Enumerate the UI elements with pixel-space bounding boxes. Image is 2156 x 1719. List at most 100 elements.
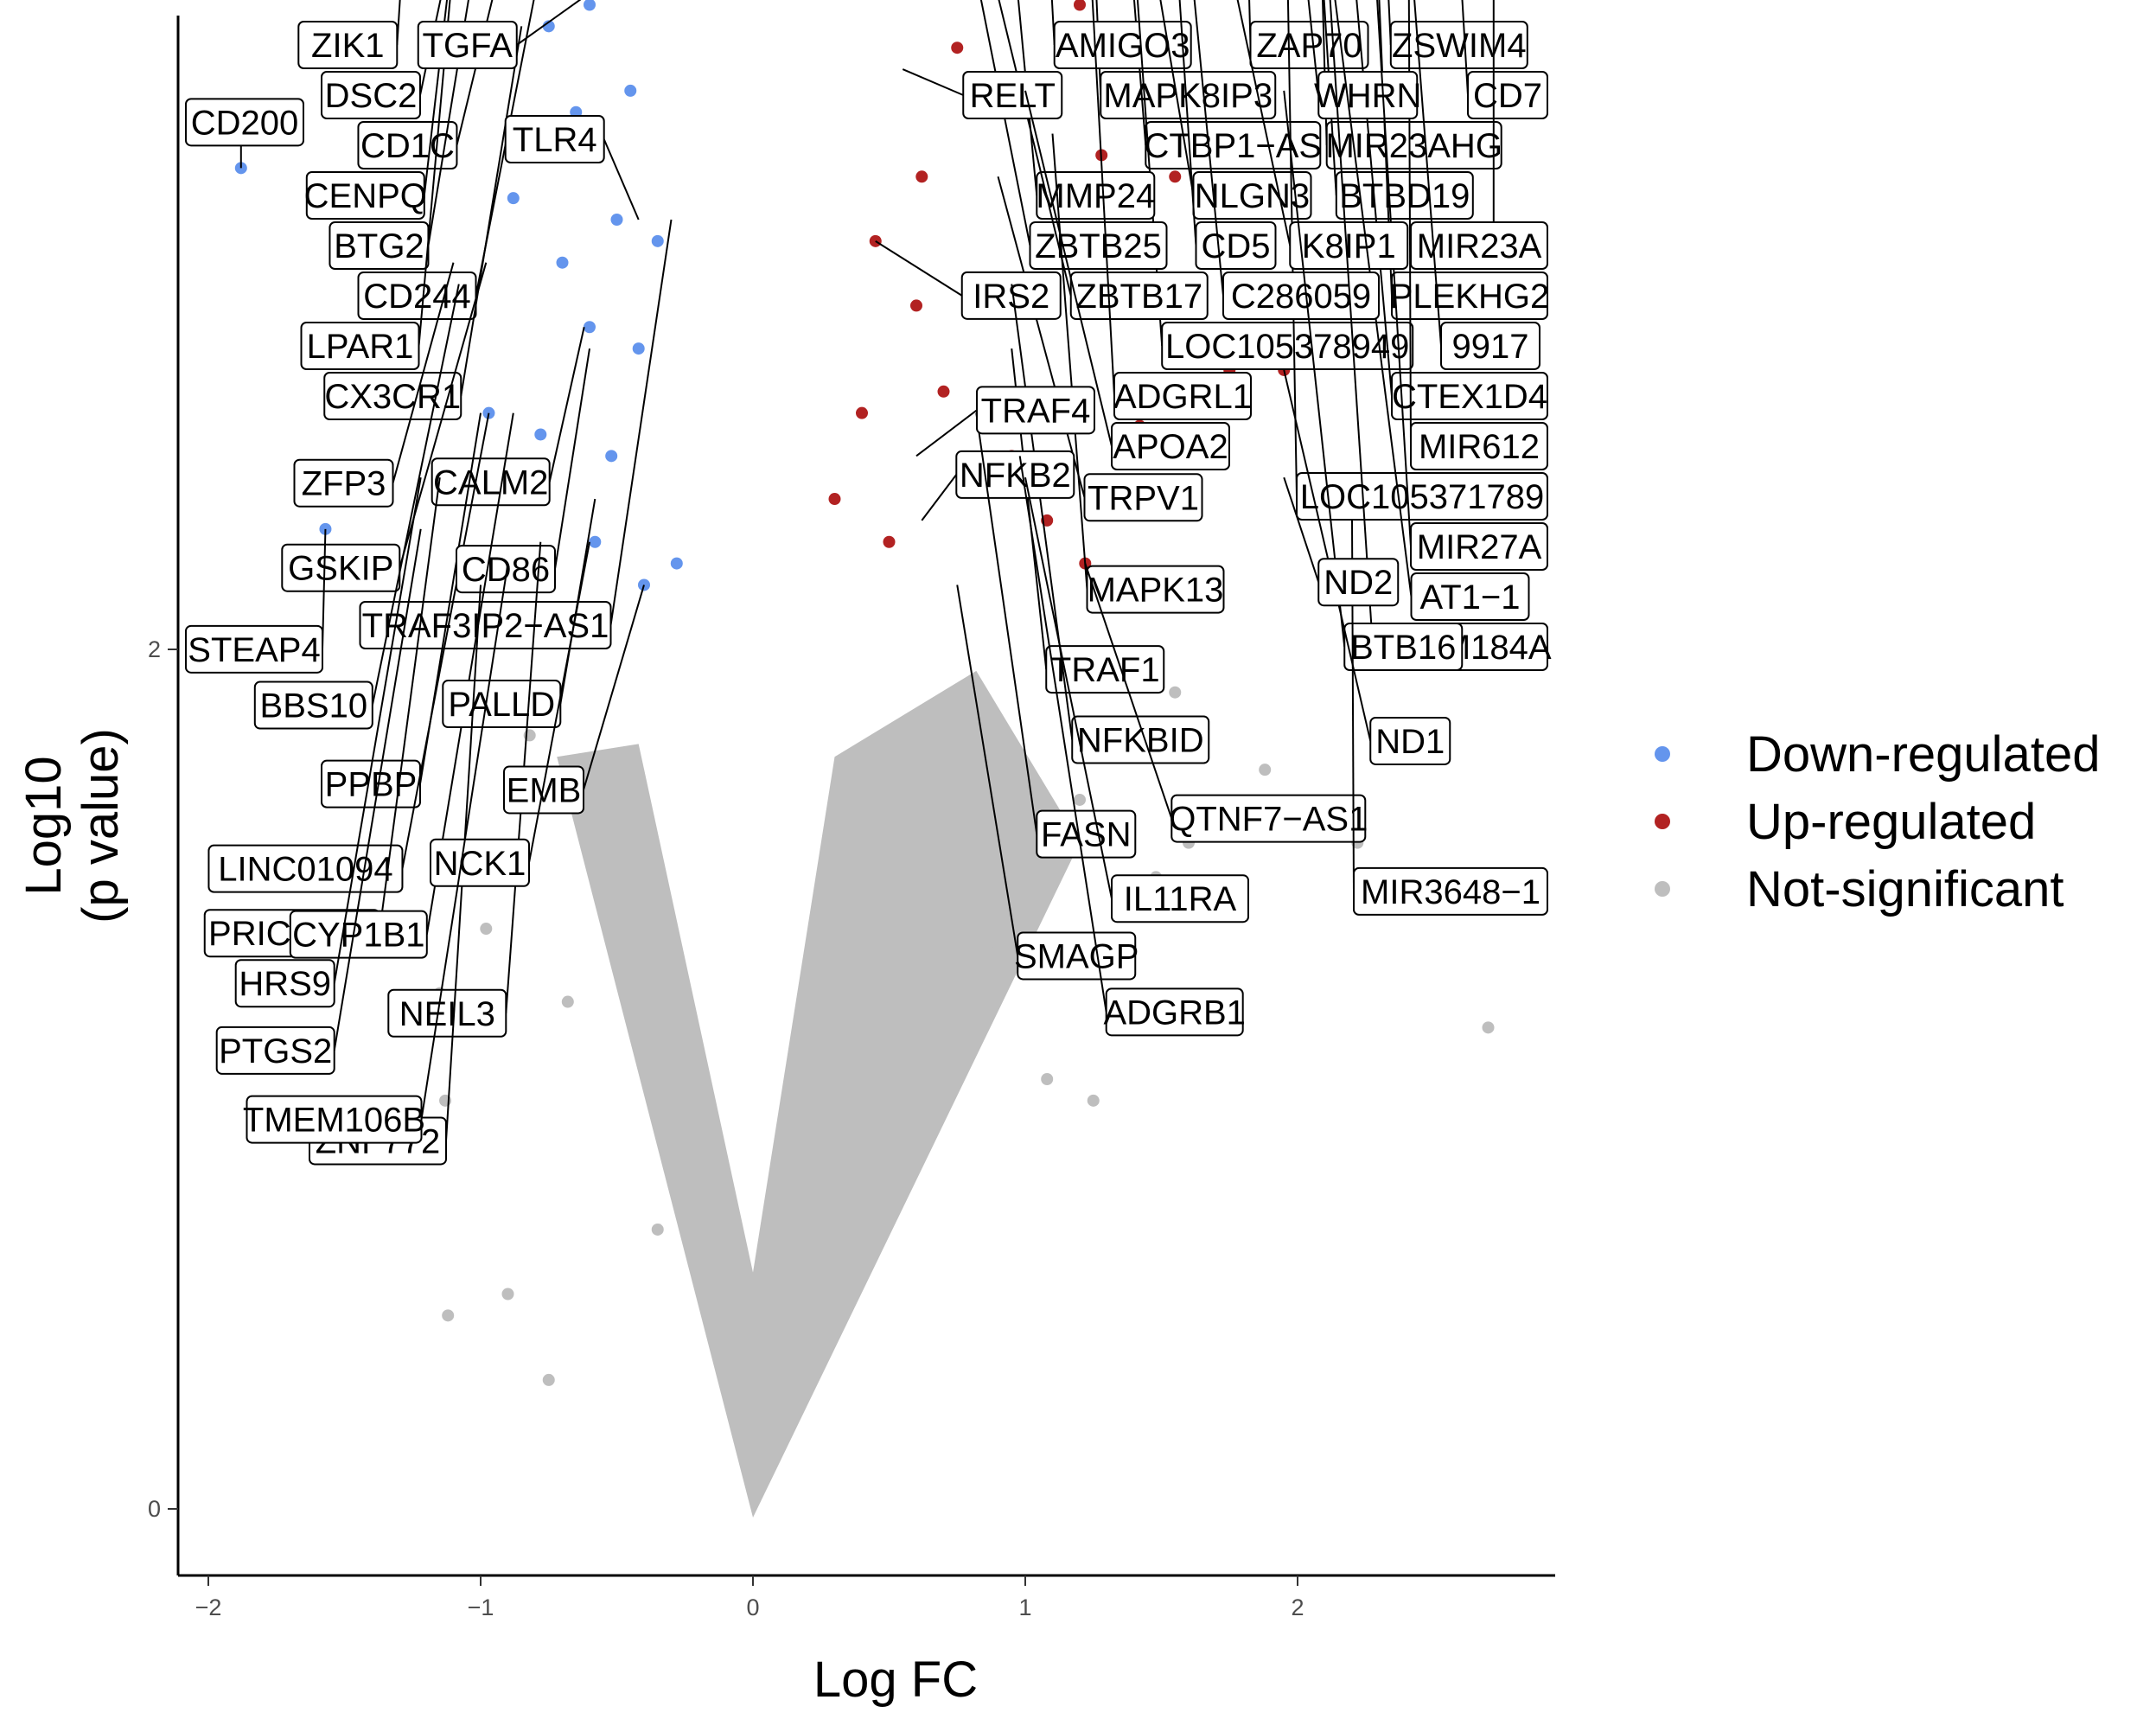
ns-point xyxy=(970,772,983,785)
label-box xyxy=(1222,272,1380,320)
gene-label: GSKIP xyxy=(281,262,488,592)
ns-point xyxy=(1024,823,1037,836)
label-leader-line xyxy=(1011,284,1074,740)
label-text: ADGRB1 xyxy=(1103,994,1246,1032)
label-text: MIR612 xyxy=(1419,428,1540,466)
gene-label: TGFA xyxy=(417,0,582,69)
label-text: C286059 xyxy=(1231,278,1371,316)
ns-point xyxy=(992,943,1005,956)
gene-label: CD5 xyxy=(1178,0,1277,270)
gene-label: 9917 xyxy=(1413,0,1540,370)
gene-label: ND2 xyxy=(1283,476,1400,607)
gene-label: STEAP4 xyxy=(185,528,327,674)
label-box xyxy=(431,457,551,507)
label-box xyxy=(253,681,373,730)
gene-label: CENPQ xyxy=(304,0,449,220)
label-box xyxy=(215,1026,335,1075)
label-box xyxy=(955,450,1075,499)
ns-point xyxy=(1087,1094,1100,1107)
gene-label: CD200 xyxy=(185,98,304,169)
ns-point xyxy=(501,1288,514,1300)
label-leader-line xyxy=(528,541,590,863)
label-leader-line xyxy=(1286,0,1298,497)
x-tick-label: 0 xyxy=(746,1594,759,1620)
label-leader-line xyxy=(1050,0,1056,46)
label-leader-line xyxy=(1178,0,1197,246)
label-text: ADGRL1 xyxy=(1113,378,1252,416)
gene-label: MIR612 xyxy=(1407,0,1548,470)
label-text: TMEM106B xyxy=(243,1102,425,1140)
label-text: ZSWIM4 xyxy=(1392,27,1527,65)
label-box xyxy=(456,545,556,594)
gene-label: DSC2 xyxy=(321,0,442,119)
label-box xyxy=(1017,931,1137,981)
gene-label: FASN xyxy=(975,412,1137,859)
x-axis-title: Log FC xyxy=(813,1652,978,1708)
up-point xyxy=(910,299,922,312)
label-text: PLEKHG2 xyxy=(1390,278,1550,316)
gene-label: ND1 xyxy=(1283,369,1451,765)
label-leader-line xyxy=(603,138,640,220)
not-significant-density xyxy=(557,670,1080,1518)
label-leader-line xyxy=(1378,0,1393,297)
label-leader-line xyxy=(1159,0,1195,196)
gene-label: ADGRL1 xyxy=(1091,0,1252,420)
label-text: TRAF4 xyxy=(981,392,1091,430)
label-box xyxy=(1083,473,1203,522)
axes xyxy=(176,16,1555,1577)
down-point xyxy=(605,450,618,463)
gene-label: TLR4 xyxy=(504,115,640,220)
label-box xyxy=(185,98,304,147)
label-text: NEIL3 xyxy=(399,995,495,1033)
down-legend-key xyxy=(1655,746,1670,762)
gene-label: NFKB2 xyxy=(921,450,1075,521)
y-axis-title: Log10 (p value) xyxy=(16,728,129,923)
label-text: ZFP3 xyxy=(302,465,386,503)
gene-label: BTB16 xyxy=(1283,90,1464,671)
label-text: GSKIP xyxy=(288,550,393,588)
label-text: MIR23A xyxy=(1417,227,1542,265)
ns-point xyxy=(951,987,964,1000)
ns-point xyxy=(1074,793,1086,806)
label-box xyxy=(504,115,605,163)
gene-label: MIR27A xyxy=(1376,0,1548,571)
gene-label: EMB xyxy=(503,585,645,815)
label-leader-line xyxy=(1323,0,1337,196)
up-point xyxy=(1074,0,1086,11)
up-point xyxy=(828,493,841,506)
label-text: CTEX1D4 xyxy=(1392,378,1547,416)
label-box xyxy=(1053,21,1192,69)
label-text: WHRN xyxy=(1314,77,1421,115)
label-leader-line xyxy=(1329,0,1374,648)
gene-label: NEIL3 xyxy=(387,541,542,1038)
label-box xyxy=(960,271,1062,320)
label-text: ND2 xyxy=(1324,564,1393,602)
label-text: FASN xyxy=(1041,816,1131,854)
label-box xyxy=(1111,422,1230,470)
label-leader-line xyxy=(333,477,422,984)
y-ticks: 0246 xyxy=(148,636,178,1522)
ns-point xyxy=(442,1309,455,1322)
label-text: IL11RA xyxy=(1124,880,1237,918)
gene-label: IL11RA xyxy=(1024,476,1249,923)
label-leader-line xyxy=(420,563,509,1120)
label-text: HRS9 xyxy=(239,965,331,1003)
label-text: CD1C xyxy=(360,127,455,165)
up-point xyxy=(937,385,950,398)
label-text: CENPQ xyxy=(304,177,427,215)
label-leader-line xyxy=(1193,0,1224,297)
down-point xyxy=(534,428,547,441)
gene-label: ADGRB1 xyxy=(1018,456,1246,1037)
label-box xyxy=(976,386,1095,435)
label-box xyxy=(281,543,401,592)
up-point xyxy=(856,406,868,419)
label-box xyxy=(1113,372,1252,420)
label-box xyxy=(1036,809,1137,859)
label-text: CD200 xyxy=(191,104,299,142)
label-leader-line xyxy=(1283,476,1320,583)
label-box xyxy=(1410,572,1530,621)
label-leader-line xyxy=(554,348,590,570)
down-point xyxy=(507,192,520,205)
y-axis-title-line2: (p value) xyxy=(73,728,129,923)
